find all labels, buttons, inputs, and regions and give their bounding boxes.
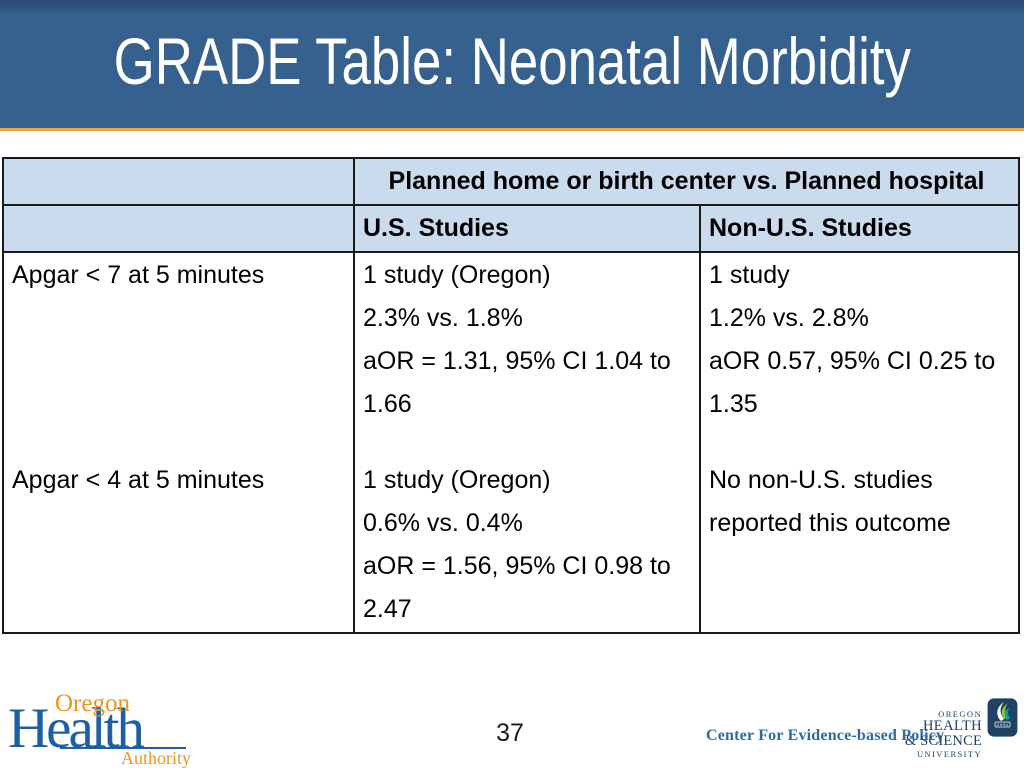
result-line: 1 study <box>709 261 790 289</box>
page-number: 37 <box>496 719 524 747</box>
spanner-header-cell: Planned home or birth center vs. Planned… <box>352 157 1021 206</box>
us-studies-header-cell: U.S. Studies <box>353 204 701 253</box>
result-line: 2.3% vs. 1.8% <box>363 304 523 332</box>
table-row: Apgar < 4 at 5 minutes 1 study (Oregon) … <box>2 457 1021 634</box>
result-line: aOR 0.57, 95% CI 0.25 to 1.35 <box>709 347 996 418</box>
result-line: aOR = 1.56, 95% CI 0.98 to 2.47 <box>363 552 671 623</box>
slide-title: GRADE Table: Neonatal Morbidity <box>113 24 911 98</box>
non-us-studies-header-cell: Non-U.S. Studies <box>698 204 1021 253</box>
table-column-header-row: U.S. Studies Non-U.S. Studies <box>2 204 1021 253</box>
ohsu-logo-line: HEALTH <box>922 718 982 734</box>
center-for-evidence-based-policy-label: Center For Evidence-based Policy <box>706 727 945 744</box>
oregon-health-authority-logo: Health Oregon Authority <box>8 690 198 768</box>
outcome-cell: Apgar < 7 at 5 minutes <box>2 251 355 458</box>
oha-logo-oregon-text: Oregon <box>55 690 130 717</box>
non-us-result-cell: 1 study 1.2% vs. 2.8% aOR 0.57, 95% CI 0… <box>698 251 1021 458</box>
result-line: 1.2% vs. 2.8% <box>709 304 869 332</box>
us-result-cell: 1 study (Oregon) 2.3% vs. 1.8% aOR = 1.3… <box>353 251 701 458</box>
non-us-result-cell: No non-U.S. studies reported this outcom… <box>698 457 1021 634</box>
outcome-label: Apgar < 7 at 5 minutes <box>12 261 265 289</box>
grade-table: Planned home or birth center vs. Planned… <box>2 157 1021 634</box>
oha-logo-rule <box>60 747 186 749</box>
result-line: 0.6% vs. 0.4% <box>363 509 523 537</box>
ohsu-shield-icon: OHSU <box>986 697 1019 738</box>
ohsu-logo-line: & SCIENCE <box>904 733 982 749</box>
ohsu-shield-label: OHSU <box>997 723 1009 727</box>
us-result-cell: 1 study (Oregon) 0.6% vs. 0.4% aOR = 1.5… <box>353 457 701 634</box>
oha-logo-authority-text: Authority <box>121 748 191 768</box>
ohsu-logo: OREGON HEALTH & SCIENCE UNIVERSITY OHSU <box>882 697 1019 759</box>
result-line: No non-U.S. studies reported this outcom… <box>709 466 951 537</box>
title-banner: GRADE Table: Neonatal Morbidity <box>0 0 1024 131</box>
empty-header-cell <box>2 204 355 253</box>
outcome-label: Apgar < 4 at 5 minutes <box>12 466 265 494</box>
table-spanner-row: Planned home or birth center vs. Planned… <box>2 157 1021 206</box>
ohsu-logo-line: OREGON <box>938 709 982 719</box>
empty-header-cell <box>2 157 355 206</box>
result-line: 1 study (Oregon) <box>363 466 551 494</box>
outcome-cell: Apgar < 4 at 5 minutes <box>2 457 355 634</box>
ohsu-logo-text: OREGON HEALTH & SCIENCE UNIVERSITY <box>882 709 982 760</box>
result-line: 1 study (Oregon) <box>363 261 551 289</box>
ohsu-logo-line: UNIVERSITY <box>917 749 982 759</box>
table-row: Apgar < 7 at 5 minutes 1 study (Oregon) … <box>2 251 1021 458</box>
result-line: aOR = 1.31, 95% CI 1.04 to 1.66 <box>363 347 671 418</box>
